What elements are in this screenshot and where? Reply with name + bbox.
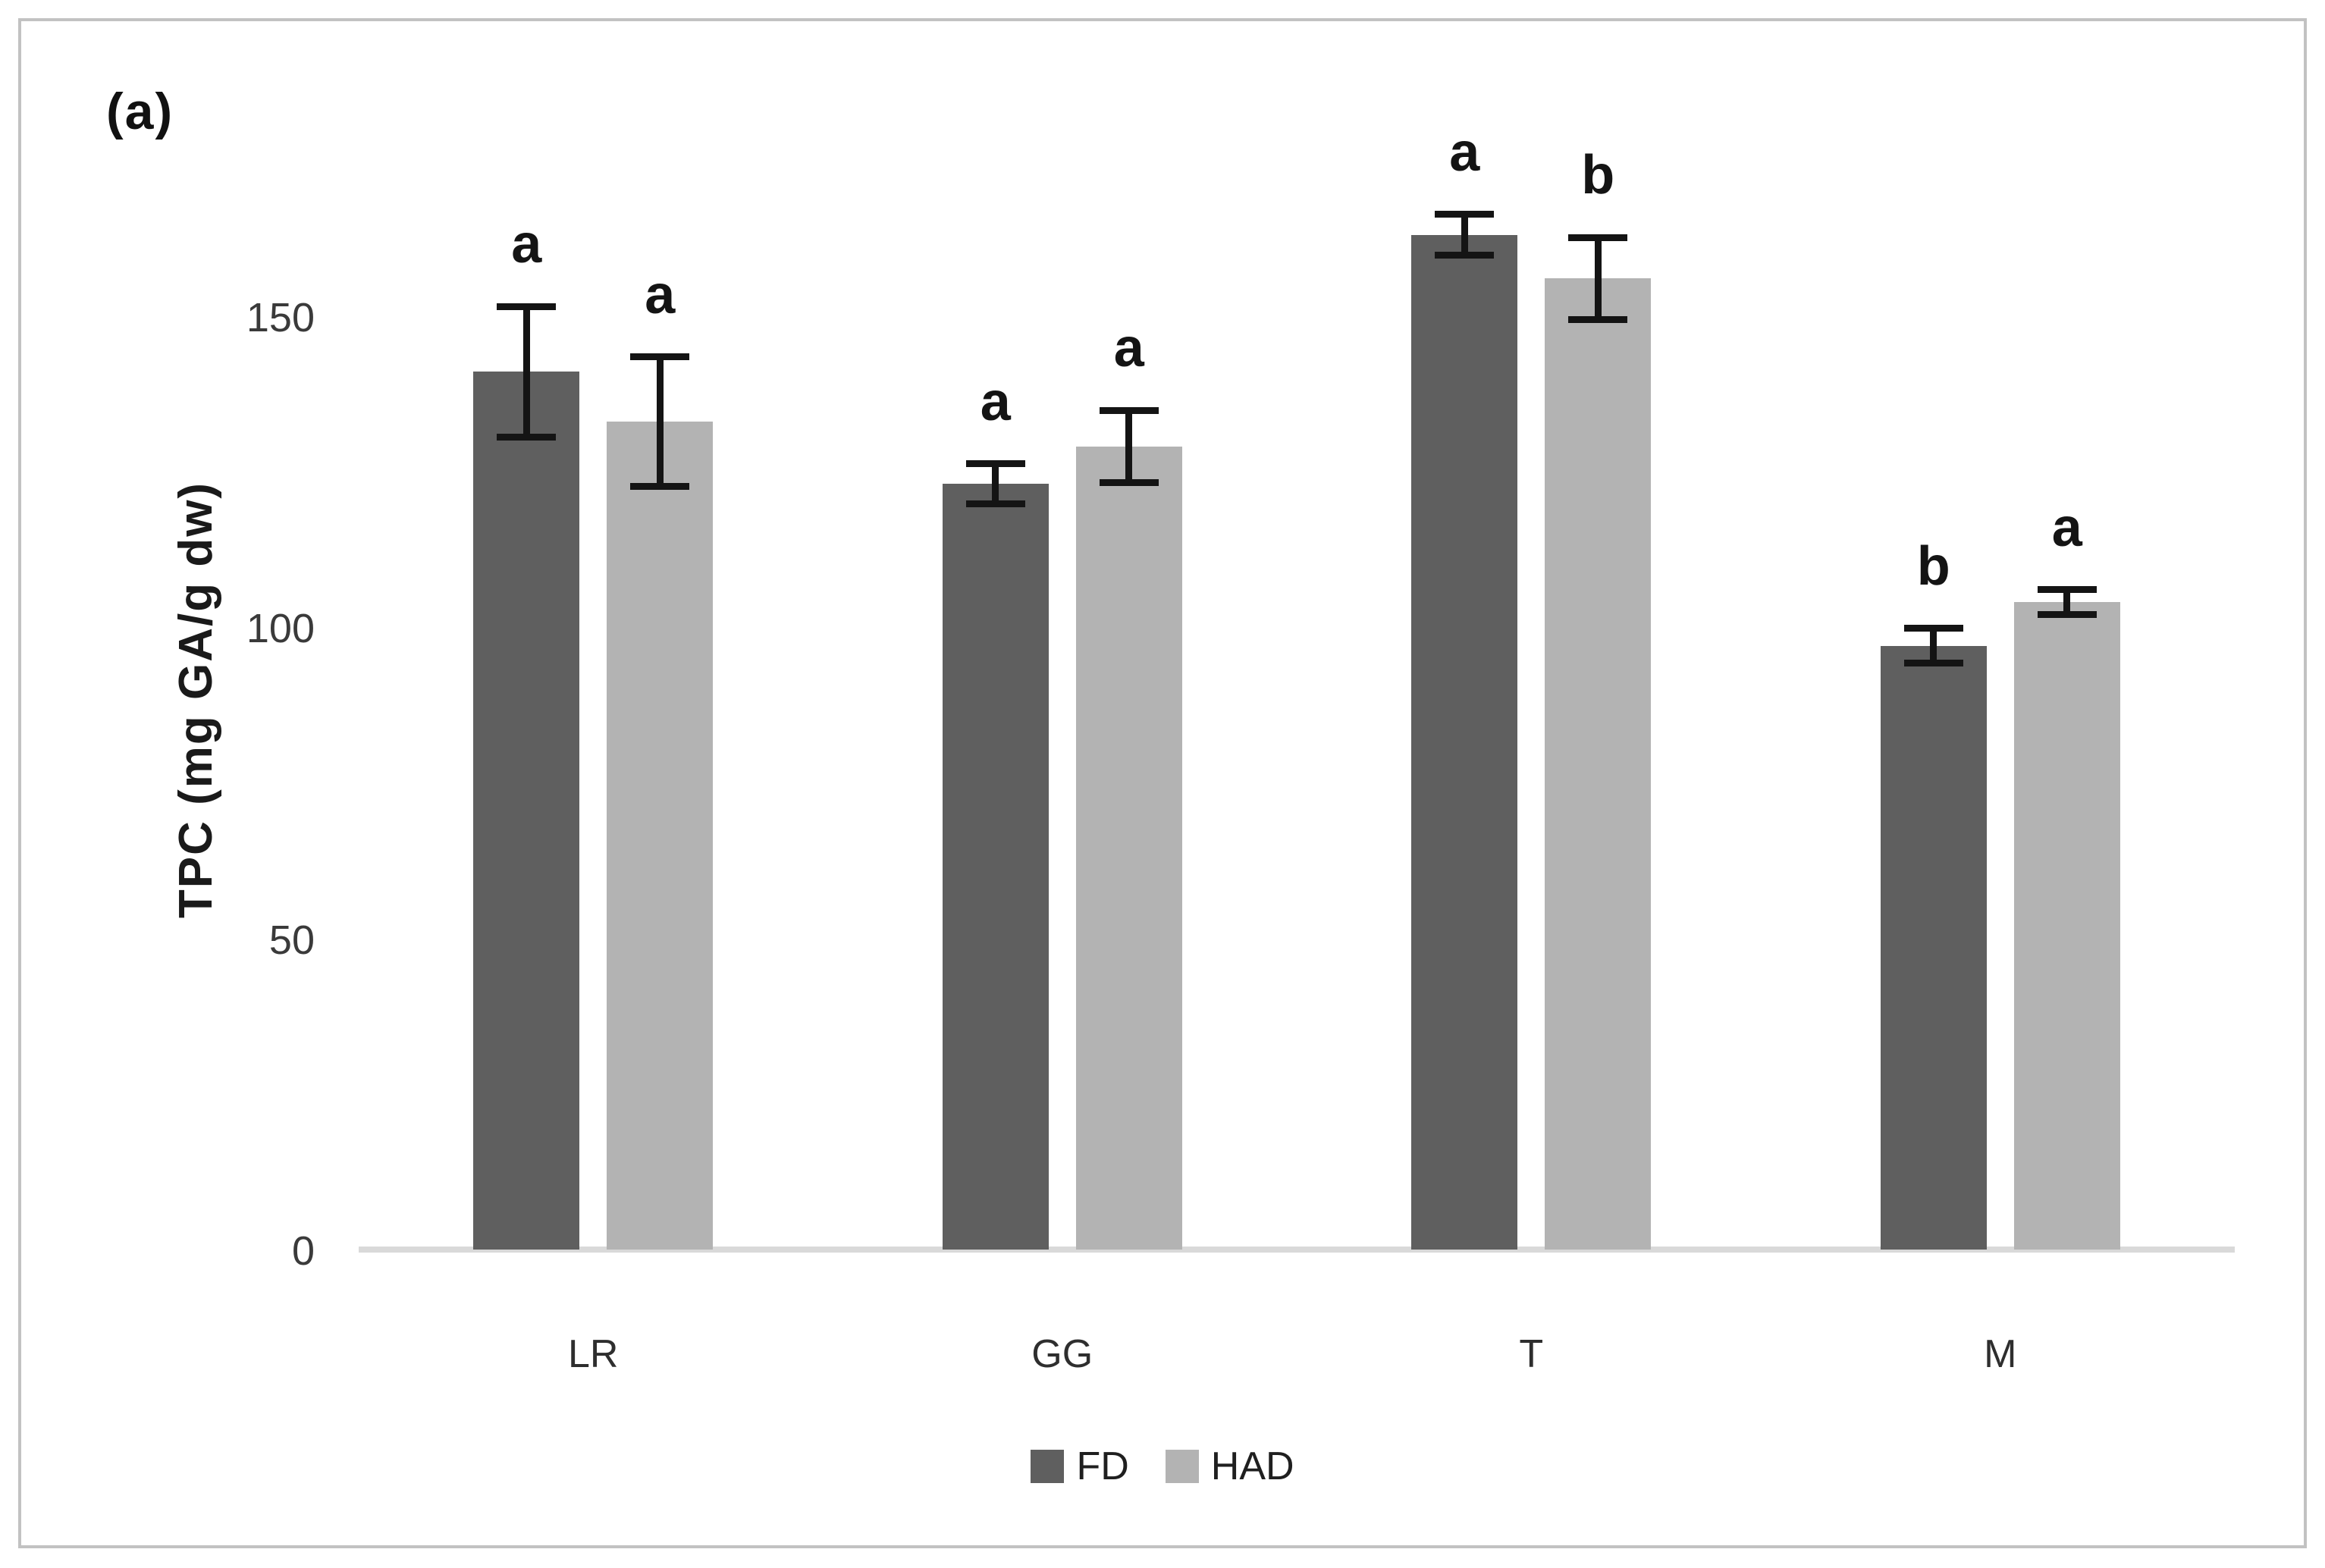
legend-swatch-had (1165, 1450, 1199, 1483)
sig-letter: a (1113, 318, 1144, 379)
error-bar-line (1125, 410, 1133, 483)
error-bar-line (1461, 214, 1468, 256)
bar-fd-m (1880, 645, 1987, 1250)
legend-swatch-fd (1031, 1450, 1065, 1483)
error-bar-line (656, 356, 664, 487)
error-bar-line (1594, 237, 1602, 320)
error-bar-cap-bottom (1903, 660, 1963, 667)
error-bar-cap-bottom (1099, 479, 1159, 487)
bar-fd-t (1411, 234, 1518, 1250)
x-tick-label: M (1984, 1332, 2017, 1376)
bar-had-m (2013, 602, 2120, 1250)
y-tick-label: 50 (268, 917, 315, 963)
legend-item-had: HAD (1165, 1444, 1294, 1488)
sig-letter: a (980, 371, 1011, 432)
sig-letter: b (1581, 145, 1615, 206)
panel-label: (a) (106, 83, 174, 140)
legend-item-fd: FD (1031, 1444, 1129, 1488)
error-bar-cap-bottom (965, 500, 1025, 507)
legend-label: FD (1076, 1444, 1129, 1488)
bar-fd-lr (473, 372, 580, 1250)
y-tick-label: 100 (246, 606, 315, 651)
error-bar-cap-bottom (2037, 611, 2097, 619)
y-tick-label: 150 (246, 294, 315, 340)
bar-had-gg (1075, 446, 1182, 1250)
legend: FD HAD (0, 1447, 2325, 1486)
error-bar-cap-bottom (1568, 315, 1628, 323)
error-bar-line (522, 306, 530, 437)
bar-had-lr (607, 422, 714, 1250)
y-axis-label: TPC (mg GA/g dw) (170, 481, 222, 919)
error-bar-line (992, 463, 999, 504)
y-tick-label: 0 (291, 1228, 315, 1274)
error-bar-cap-top (1435, 211, 1495, 218)
error-bar-cap-top (2037, 586, 2097, 594)
x-axis-line (359, 1247, 2235, 1253)
x-tick-label: T (1519, 1332, 1544, 1376)
x-tick-label: LR (568, 1332, 619, 1376)
sig-letter: a (1449, 121, 1480, 183)
sig-letter: a (511, 214, 542, 275)
error-bar-cap-bottom (630, 482, 690, 490)
error-bar-cap-bottom (1435, 252, 1495, 259)
bar-had-t (1545, 278, 1652, 1250)
error-bar-cap-top (630, 353, 690, 361)
x-tick-label: GG (1031, 1332, 1093, 1376)
error-bar-line (2063, 589, 2071, 615)
error-bar-cap-top (497, 303, 557, 310)
error-bar-cap-top (1903, 625, 1963, 632)
bar-fd-gg (942, 484, 1049, 1250)
sig-letter: a (645, 264, 676, 325)
error-bar-line (1930, 628, 1938, 663)
legend-label: HAD (1210, 1444, 1294, 1488)
error-bar-cap-top (1099, 406, 1159, 414)
sig-letter: b (1916, 535, 1950, 597)
error-bar-cap-bottom (497, 434, 557, 441)
error-bar-cap-top (965, 460, 1025, 468)
error-bar-cap-top (1568, 234, 1628, 241)
sig-letter: a (2051, 497, 2082, 558)
